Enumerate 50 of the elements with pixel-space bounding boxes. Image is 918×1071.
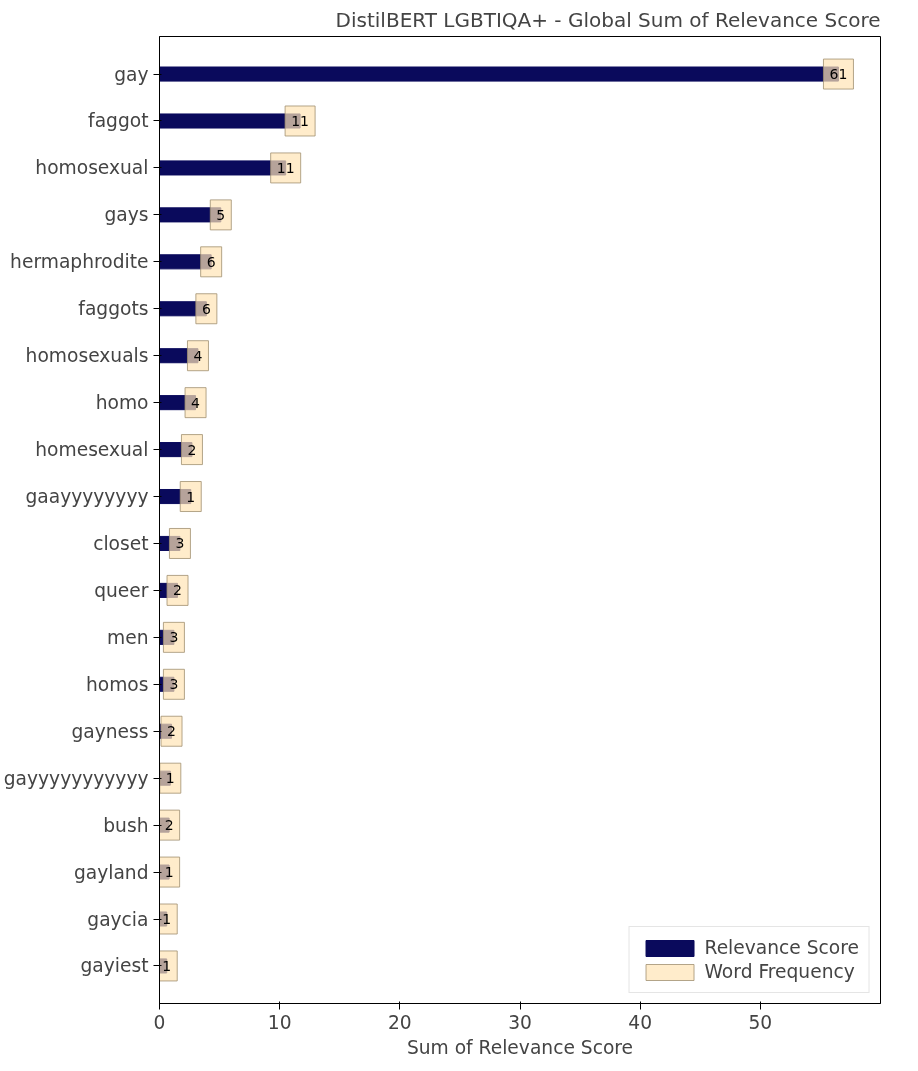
text: 1 [186,488,196,505]
y-tick-label: gayiest [80,955,149,977]
text: 1 [162,911,172,927]
text: 2 [173,582,182,599]
text: 4 [191,394,201,411]
text: 3 [175,535,185,552]
y-tick-label: faggots [78,298,149,320]
text: 11 [276,159,295,176]
text: 6 [201,300,211,317]
y-tick-label: gaycia [87,908,149,930]
text: 2 [187,441,197,458]
y-tick-label: closet [93,532,149,554]
x-tick-label: 20 [387,1011,412,1033]
x-tick-label: 0 [153,1011,166,1033]
text: 5 [216,206,226,223]
x-axis-title: Sum of Relevance Score [406,1036,634,1058]
y-tick-label: gayness [71,720,149,742]
text: 3 [169,629,179,646]
text: 2 [164,817,174,834]
chart-title: DistilBERT LGBTIQA+ - Global Sum of Relevance Score [335,7,881,32]
text: 3 [169,676,179,693]
text: 1 [165,770,175,787]
x-tick-label: 40 [628,1011,653,1033]
text: 6 [206,253,216,270]
y-tick-label: bush [103,814,149,836]
y-tick-label: men [107,626,149,648]
y-tick-label: homo [95,392,149,414]
x-tick-label: 10 [267,1011,292,1033]
text: 1 [164,864,174,881]
text: 61 [829,66,848,83]
text: 4 [193,347,203,364]
text: 2 [167,723,176,740]
y-tick-label: gayland [73,861,149,883]
y-tick-label: homosexuals [25,345,149,367]
y-tick-label: homos [85,673,149,695]
y-tick-label: homosexual [35,157,149,179]
y-tick-label: gays [104,204,149,226]
legend-label: Relevance Score [704,937,859,958]
text: 1 [162,957,172,974]
y-tick-label: gaayyyyyyyy [25,486,149,508]
x-tick-label: 50 [748,1011,773,1033]
text: 11 [291,113,310,129]
x-tick-label: 30 [508,1011,532,1033]
y-tick-label: gayyyyyyyyyyy [3,767,149,789]
y-tick-label: queer [94,579,149,601]
y-tick-label: faggot [88,110,149,132]
y-tick-label: hermaphrodite [10,251,149,273]
y-tick-label: homesexual [35,439,149,461]
y-tick-label: gay [114,63,149,85]
legend-label: Word Frequency [704,961,855,982]
